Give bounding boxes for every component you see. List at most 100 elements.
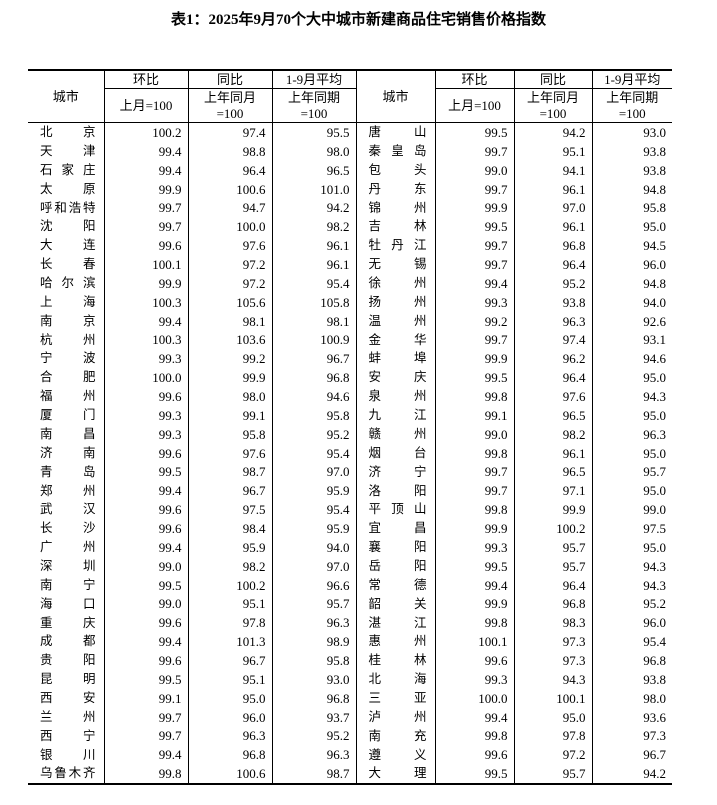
- yoy-value: 99.9: [188, 368, 273, 388]
- table-row: 贵阳 99.6 96.7 95.8 桂林 99.6 97.3 96.8: [28, 651, 672, 670]
- city-cell: 扬州: [356, 292, 436, 312]
- city-cell: 石家庄: [28, 160, 105, 180]
- city-cell: 南充: [356, 726, 436, 746]
- avg-value: 95.0: [643, 370, 666, 386]
- mom-value: 99.2: [435, 311, 515, 331]
- avg-value: 96.3: [643, 426, 666, 442]
- city-name: 武汉: [40, 501, 96, 517]
- yoy-value: 97.2: [514, 745, 593, 765]
- yoy-value: 97.1: [514, 481, 593, 501]
- city-cell: 三亚: [356, 688, 436, 708]
- yoy-value: 96.5: [514, 462, 593, 482]
- city-name: 丹东: [368, 180, 427, 196]
- avg-value: 93.0: [272, 669, 357, 689]
- yoy-value: 96.4: [514, 575, 593, 595]
- city-cell: 贵阳: [28, 651, 105, 670]
- yoy-value: 100.6: [188, 179, 273, 199]
- city-name: 九江: [368, 407, 427, 423]
- table-row: 银川 99.4 96.8 96.3 遵义 99.6 97.2 96.7: [28, 745, 672, 765]
- avg-base-line2: =100: [618, 105, 646, 121]
- avg-value: 95.4: [272, 500, 357, 520]
- yoy-value: 95.7: [514, 556, 593, 576]
- mom-value: 99.7: [435, 330, 515, 350]
- city-cell: 襄阳: [356, 537, 436, 557]
- city-cell: 成都: [28, 632, 105, 652]
- column-header-yoy: 同比: [188, 69, 273, 89]
- avg-value: 95.4: [272, 443, 357, 463]
- avg-value: 94.6: [643, 351, 666, 367]
- mom-value: 99.6: [104, 387, 189, 406]
- yoy-value: 96.0: [188, 707, 273, 727]
- city-name: 沈阳: [40, 218, 96, 234]
- avg-value: 96.8: [272, 368, 357, 388]
- yoy-value: 95.7: [514, 537, 593, 557]
- city-name: 贵阳: [40, 652, 96, 668]
- avg-value: 96.3: [272, 745, 357, 765]
- city-name: 桂林: [368, 652, 427, 668]
- city-cell: 北京: [28, 122, 105, 142]
- yoy-value: 97.5: [188, 500, 273, 520]
- mom-value: 99.6: [104, 500, 189, 520]
- avg-value: 98.9: [272, 632, 357, 652]
- yoy-value: 96.4: [188, 160, 273, 180]
- city-cell: 宁波: [28, 349, 105, 369]
- city-cell: 福州: [28, 387, 105, 406]
- mom-value: 99.5: [435, 368, 515, 388]
- city-cell: 武汉: [28, 500, 105, 520]
- yoy-value: 95.8: [188, 424, 273, 444]
- column-header-avg: 1-9月平均: [592, 69, 672, 89]
- avg-value: 96.1: [272, 236, 357, 256]
- yoy-value: 97.6: [188, 443, 273, 463]
- mom-value: 99.9: [435, 594, 515, 614]
- avg-base-line1: 上年同期: [606, 89, 659, 105]
- city-cell: 平顶山: [356, 500, 436, 520]
- city-cell: 乌鲁木齐: [28, 764, 105, 786]
- yoy-value: 96.5: [514, 405, 593, 425]
- table-row: 太原 99.9 100.6 101.0 丹东 99.7 96.1 94.8: [28, 179, 672, 199]
- yoy-value: 96.8: [188, 745, 273, 765]
- avg-value: 95.2: [272, 726, 357, 746]
- table-row: 海口 99.0 95.1 95.7 韶关 99.9 96.8 95.2: [28, 594, 672, 614]
- city-name: 安庆: [368, 369, 427, 385]
- city-name: 银川: [40, 746, 96, 762]
- column-subheader-avg: 上年同期 =100: [592, 88, 672, 123]
- city-cell: 上海: [28, 292, 105, 312]
- yoy-value: 96.1: [514, 179, 593, 199]
- city-name: 合肥: [40, 369, 96, 385]
- yoy-value: 98.2: [514, 424, 593, 444]
- avg-value: 100.9: [272, 330, 357, 350]
- city-cell: 南京: [28, 311, 105, 331]
- city-cell: 合肥: [28, 368, 105, 388]
- yoy-value: 95.1: [188, 669, 273, 689]
- yoy-value: 97.2: [188, 273, 273, 293]
- city-name: 泸州: [368, 708, 427, 724]
- yoy-value: 99.2: [188, 349, 273, 369]
- city-name: 大连: [40, 237, 96, 253]
- city-name: 秦皇岛: [368, 143, 427, 159]
- column-header-city: 城市: [356, 69, 436, 123]
- yoy-value: 97.2: [188, 255, 273, 274]
- avg-value: 94.3: [643, 577, 666, 593]
- mom-value: 99.9: [104, 179, 189, 199]
- yoy-value: 95.1: [514, 141, 593, 161]
- yoy-value: 98.8: [188, 141, 273, 161]
- city-cell: 郑州: [28, 481, 105, 501]
- table-row: 北京 100.2 97.4 95.5 唐山 99.5 94.2 93.0: [28, 122, 672, 142]
- mom-value: 99.4: [104, 632, 189, 652]
- city-name: 惠州: [368, 633, 427, 649]
- city-name: 宜昌: [368, 520, 427, 536]
- yoy-value: 96.4: [514, 368, 593, 388]
- mom-value: 99.3: [435, 669, 515, 689]
- mom-value: 99.9: [435, 349, 515, 369]
- column-subheader-avg: 上年同期 =100: [272, 88, 357, 123]
- mom-value: 99.4: [435, 575, 515, 595]
- avg-value: 94.0: [643, 294, 666, 310]
- avg-value: 95.8: [272, 651, 357, 670]
- city-name: 济南: [40, 444, 96, 460]
- yoy-value: 95.9: [188, 537, 273, 557]
- avg-value: 94.3: [643, 388, 666, 404]
- mom-value: 99.9: [435, 198, 515, 218]
- city-name: 重庆: [40, 614, 96, 630]
- avg-value: 94.3: [643, 558, 666, 574]
- mom-value: 100.3: [104, 330, 189, 350]
